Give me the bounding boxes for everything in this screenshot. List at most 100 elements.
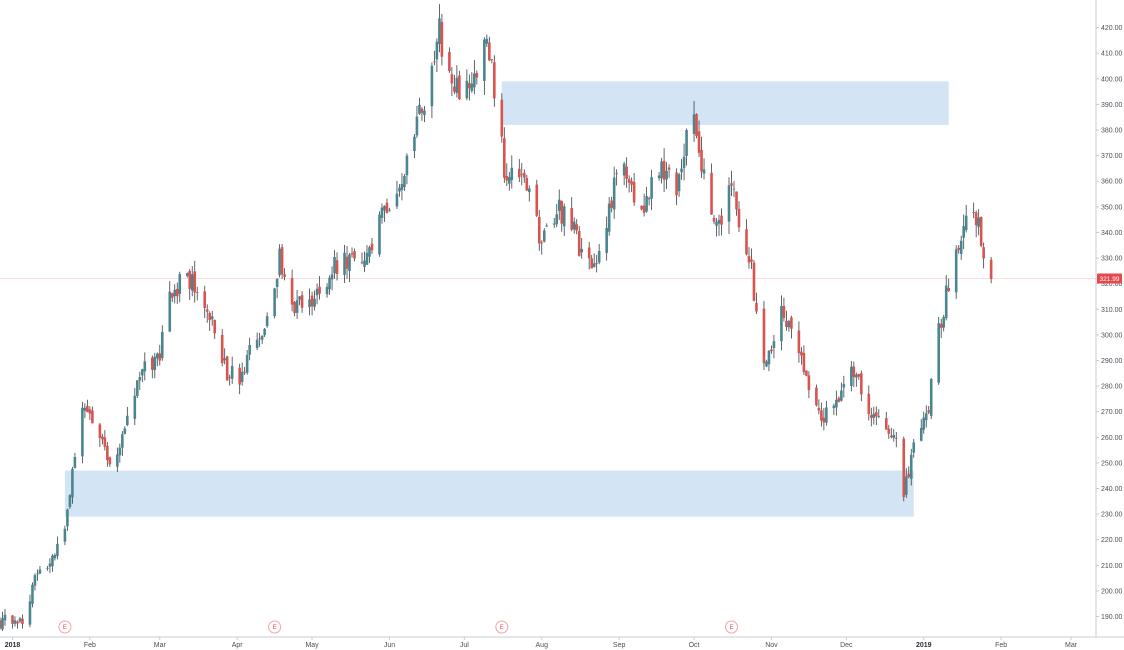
- last-price-box: [1097, 273, 1122, 284]
- candle: [36, 569, 39, 581]
- candle: [974, 210, 978, 238]
- candle-body-up: [405, 155, 409, 176]
- candle-body-down: [205, 309, 209, 312]
- price-tick-label: 360.00: [1101, 179, 1123, 186]
- candle-body-down: [203, 291, 207, 308]
- candle: [944, 274, 948, 321]
- candle-body-up: [605, 227, 608, 253]
- candle-body-up: [872, 413, 876, 418]
- candle: [570, 197, 574, 232]
- candle-body-down: [517, 168, 521, 178]
- price-tick-label: 310.00: [1101, 307, 1123, 314]
- candle-body-up: [832, 405, 836, 409]
- candle-body-down: [98, 424, 102, 438]
- candle: [912, 438, 916, 458]
- candle: [730, 170, 733, 197]
- earnings-marker[interactable]: E: [724, 620, 738, 634]
- candle-body-up: [977, 217, 980, 227]
- candle: [939, 318, 943, 339]
- candle-body-up: [508, 177, 511, 184]
- candle-body-down: [870, 415, 873, 418]
- candle: [138, 371, 142, 390]
- candle-body-down: [610, 200, 613, 208]
- candle-body-up: [717, 219, 721, 224]
- candle-body-down: [577, 230, 581, 256]
- candle: [552, 217, 556, 228]
- candle-body-down: [662, 160, 666, 180]
- candle-body-up: [942, 317, 946, 328]
- candle-body-down: [448, 51, 451, 72]
- candle-body-down: [590, 258, 593, 269]
- candle-body-up: [31, 584, 34, 604]
- candle-body-down: [907, 473, 911, 477]
- candle-body-up: [383, 205, 386, 211]
- candle: [133, 387, 137, 426]
- price-zone-2[interactable]: [501, 81, 949, 125]
- candle: [610, 196, 613, 213]
- candle-body-down: [807, 375, 811, 391]
- candle-body-up: [395, 193, 399, 207]
- candle: [483, 37, 486, 95]
- earnings-marker[interactable]: E: [58, 620, 72, 634]
- candle: [208, 311, 212, 331]
- candle: [797, 321, 801, 363]
- candle: [702, 158, 706, 180]
- price-tick-label: 420.00: [1101, 25, 1123, 32]
- candle-body-down: [91, 410, 94, 424]
- candle-body-up: [136, 380, 139, 397]
- candle: [395, 180, 399, 210]
- candle: [116, 447, 119, 473]
- candle-body-up: [473, 73, 476, 88]
- candle: [522, 169, 526, 183]
- candle-body-down: [535, 184, 539, 216]
- candle-body-down: [982, 247, 985, 259]
- candle-body-up: [418, 104, 421, 114]
- candle-body-up: [413, 136, 416, 152]
- candle-body-down: [730, 183, 733, 186]
- candle-body-down: [500, 99, 504, 137]
- candle: [248, 337, 251, 361]
- candle-body-up: [168, 291, 172, 332]
- candle: [101, 433, 104, 445]
- candle-body-down: [800, 351, 803, 356]
- candle: [825, 400, 828, 426]
- candle: [787, 319, 791, 332]
- candle: [490, 59, 494, 64]
- candle-body-up: [680, 168, 683, 173]
- candle-body-up: [677, 174, 681, 192]
- candle: [405, 153, 409, 185]
- candle: [732, 181, 736, 198]
- candle-body-down: [488, 42, 491, 61]
- candle: [517, 159, 521, 183]
- candle-body-up: [964, 215, 968, 231]
- candle: [575, 219, 579, 235]
- candle: [867, 385, 871, 421]
- earnings-marker[interactable]: E: [268, 620, 282, 634]
- candle: [178, 271, 182, 303]
- candle-body-up: [298, 296, 301, 300]
- time-tick-label: Mar: [154, 642, 167, 649]
- candle: [615, 169, 618, 186]
- candle: [121, 431, 124, 456]
- candle-body-down: [243, 371, 246, 373]
- price-axis[interactable]: 190.00 200.00 210.00 220.00 230.00 240.00 250.…: [1095, 0, 1123, 637]
- time-axis[interactable]: 2018 Feb Mar Apr May Jun Jul Aug Sep Oct Nov Dec 201…: [0, 636, 1124, 649]
- candle: [817, 399, 821, 415]
- earnings-marker[interactable]: E: [495, 620, 509, 634]
- time-tick-label: Nov: [765, 642, 778, 649]
- candle: [692, 101, 696, 142]
- candle-body-up: [143, 361, 147, 372]
- candle: [141, 368, 144, 383]
- candle: [720, 208, 723, 236]
- candle: [954, 245, 958, 299]
- candle-body-up: [924, 413, 928, 421]
- candle: [645, 186, 648, 213]
- candle: [230, 356, 234, 384]
- candle-body-up: [692, 114, 696, 134]
- candle: [448, 47, 451, 73]
- candle: [28, 594, 32, 628]
- candle-body-up: [580, 248, 584, 253]
- candle-body-down: [493, 62, 496, 99]
- candle-body-up: [368, 247, 371, 257]
- price-zone-1[interactable]: [64, 470, 914, 517]
